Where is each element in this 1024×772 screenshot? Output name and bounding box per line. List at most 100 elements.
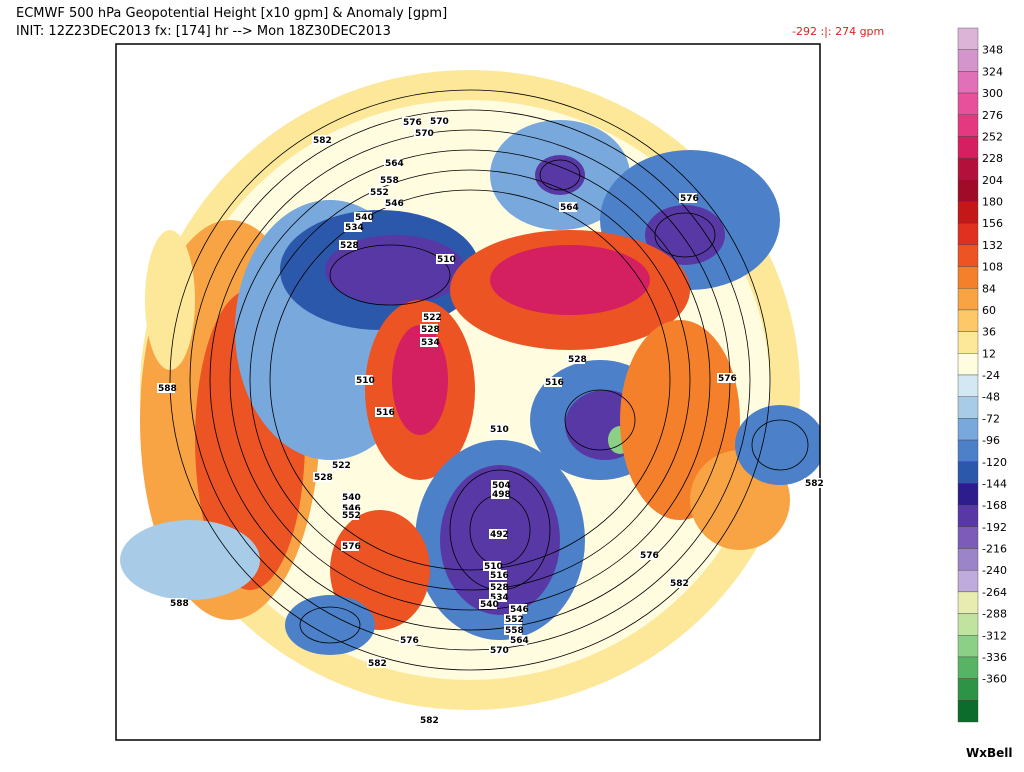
contour-label: 540 [480,600,499,610]
contour-label: 570 [430,117,449,127]
contour-label: 522 [332,461,351,471]
colorbar-swatch [957,201,979,224]
map-frame [115,43,821,741]
colorbar-label: -144 [982,477,1007,490]
colorbar-label: 204 [982,174,1003,187]
contour-label-bg [509,604,527,614]
contour-label-bg [422,312,440,322]
contour-label-bg [341,492,359,502]
colorbar-swatch [957,374,979,397]
colorbar-swatch [957,244,979,267]
colorbar-swatch [957,309,979,332]
contour-label-bg [312,135,330,145]
colorbar-label: -96 [982,434,1000,447]
colorbar-label: -264 [982,586,1007,599]
colorbar-swatch [957,179,979,202]
colorbar-label: 132 [982,239,1003,252]
colorbar-swatch [957,331,979,354]
contour-label-bg [489,570,507,580]
colorbar-swatch [957,700,979,723]
colorbar-swatch [957,656,979,679]
contour-label-bg [429,116,447,126]
contour-label: 558 [380,176,399,186]
contour-label: 576 [400,636,419,646]
colorbar-label: 180 [982,196,1003,209]
contour-label-bg [354,212,372,222]
colorbar-swatch [957,396,979,419]
contour-label: 534 [421,338,440,348]
contour-label: 588 [158,384,177,394]
colorbar-label: 12 [982,347,996,360]
contour-label: 528 [490,583,509,593]
colorbar-swatch [957,49,979,72]
colorbar-label: 84 [982,282,996,295]
colorbar-swatch [957,114,979,137]
contour-label-bg [489,592,507,602]
contour-label: 546 [342,504,361,514]
contour-label: 534 [490,593,509,603]
contour-label-bg [804,478,822,488]
colorbar-swatch [957,461,979,484]
logo: WxBell [966,746,1013,760]
colorbar-swatch [957,418,979,441]
contour-label: 582 [420,716,439,726]
contour-label-bg [399,635,417,645]
contour-label-bg [489,529,507,539]
contour-label: 528 [568,355,587,365]
contour-label-bg [559,202,577,212]
colorbar-swatch [957,526,979,549]
colorbar-label: -168 [982,499,1007,512]
colorbar-label: 36 [982,326,996,339]
contour-label: 576 [640,551,659,561]
contour-label-bg [157,383,175,393]
contour-label: 540 [342,493,361,503]
contour-label-bg [479,599,497,609]
contour-label-bg [491,489,509,499]
colorbar-swatch [957,569,979,593]
colorbar-label: 276 [982,109,1003,122]
contour-label-bg [669,578,687,588]
contour-label-bg [489,424,507,434]
map: 5765705825645585525465405345285105225285… [115,43,824,741]
colorbar-label: -240 [982,564,1007,577]
title: ECMWF 500 hPa Geopotential Height [x10 g… [16,6,447,21]
contour-label-bg [509,635,527,645]
colorbar-swatch [957,591,979,614]
colorbar-swatch [957,71,979,94]
colorbar-label: -48 [982,391,1000,404]
contour-label: 552 [342,511,361,521]
contour-label-bg [544,377,562,387]
contour-label-bg [483,561,501,571]
contour-label-bg [420,337,438,347]
contour-label-bg [567,354,585,364]
contour-label: 528 [340,241,359,251]
colorbar-swatch [957,266,979,289]
contour-label-bg [341,503,359,513]
contour-label: 498 [492,490,511,500]
contour-label-bg [355,375,373,385]
colorbar-swatch [957,483,979,506]
contour-label: 516 [490,571,509,581]
colorbar-swatch [957,439,979,462]
colorbar-swatch [957,613,979,636]
contour-label: 522 [423,313,442,323]
height-contours [169,89,809,671]
colorbar-label: -72 [982,412,1000,425]
contour-label-bg [436,254,454,264]
contour-label: 576 [342,542,361,552]
contour-label-bg [313,472,331,482]
extremes: -292 :|: 274 gpm [792,25,884,38]
contour-label-bg [414,128,432,138]
contour-label: 582 [670,579,689,589]
colorbar-label: 228 [982,152,1003,165]
contour-label-bg [339,240,357,250]
contour-label-bg [489,582,507,592]
colorbar-label: -120 [982,456,1007,469]
colorbar-label: 60 [982,304,996,317]
contour-label: 582 [805,479,824,489]
contour-label: 516 [376,408,395,418]
contour-label-bg [402,117,420,127]
colorbar-swatch [957,504,979,528]
contour-label-bg [504,614,522,624]
contour-label: 510 [484,562,503,572]
